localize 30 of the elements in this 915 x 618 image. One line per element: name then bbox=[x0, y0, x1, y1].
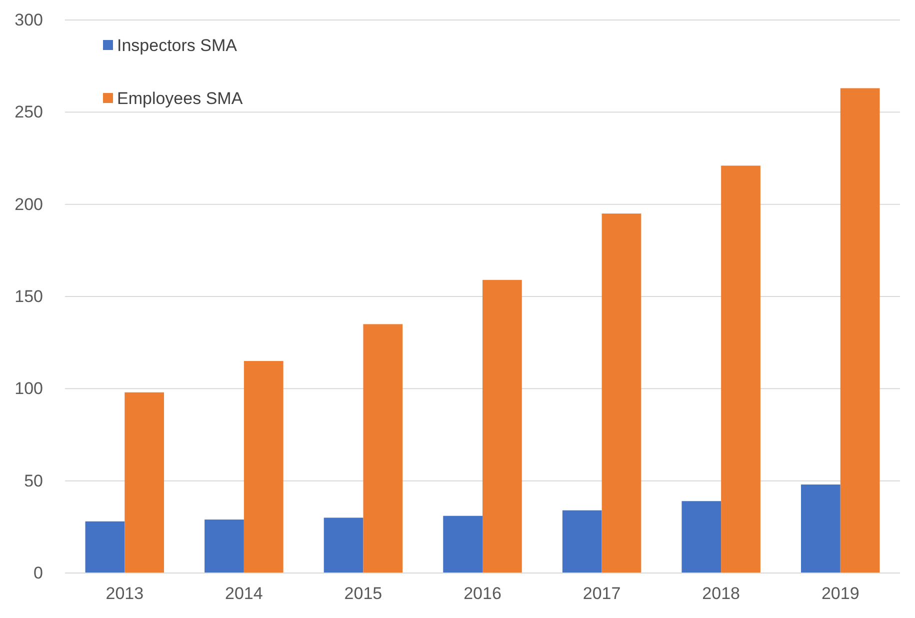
bar bbox=[324, 518, 364, 573]
y-tick-label: 0 bbox=[34, 563, 43, 582]
x-tick-label: 2016 bbox=[464, 584, 502, 604]
y-tick-label: 200 bbox=[14, 194, 43, 214]
bar bbox=[562, 510, 602, 573]
bar bbox=[721, 166, 760, 573]
bar bbox=[482, 280, 522, 573]
x-tick-label: 2015 bbox=[344, 584, 382, 604]
bar bbox=[602, 214, 642, 573]
y-tick-label: 150 bbox=[14, 286, 43, 306]
bar bbox=[204, 520, 244, 573]
x-tick-label: 2018 bbox=[702, 584, 740, 604]
y-tick-label: 250 bbox=[14, 102, 43, 122]
bar bbox=[682, 501, 722, 573]
bar bbox=[363, 324, 403, 573]
bar bbox=[443, 516, 482, 573]
bar bbox=[840, 88, 880, 573]
x-tick-label: 2013 bbox=[106, 584, 144, 604]
x-tick-label: 2017 bbox=[582, 584, 621, 604]
x-tick-label: 2014 bbox=[225, 584, 263, 604]
legend-label: Employees SMA bbox=[117, 88, 244, 108]
bar bbox=[85, 521, 125, 573]
bar bbox=[800, 484, 840, 573]
y-tick-label: 300 bbox=[14, 10, 43, 30]
y-tick-label: 50 bbox=[24, 471, 43, 490]
x-tick-label: 2019 bbox=[821, 584, 860, 604]
bar bbox=[124, 392, 164, 573]
y-tick-label: 100 bbox=[14, 379, 43, 398]
bar bbox=[244, 361, 284, 573]
legend-label: Inspectors SMA bbox=[117, 36, 238, 55]
